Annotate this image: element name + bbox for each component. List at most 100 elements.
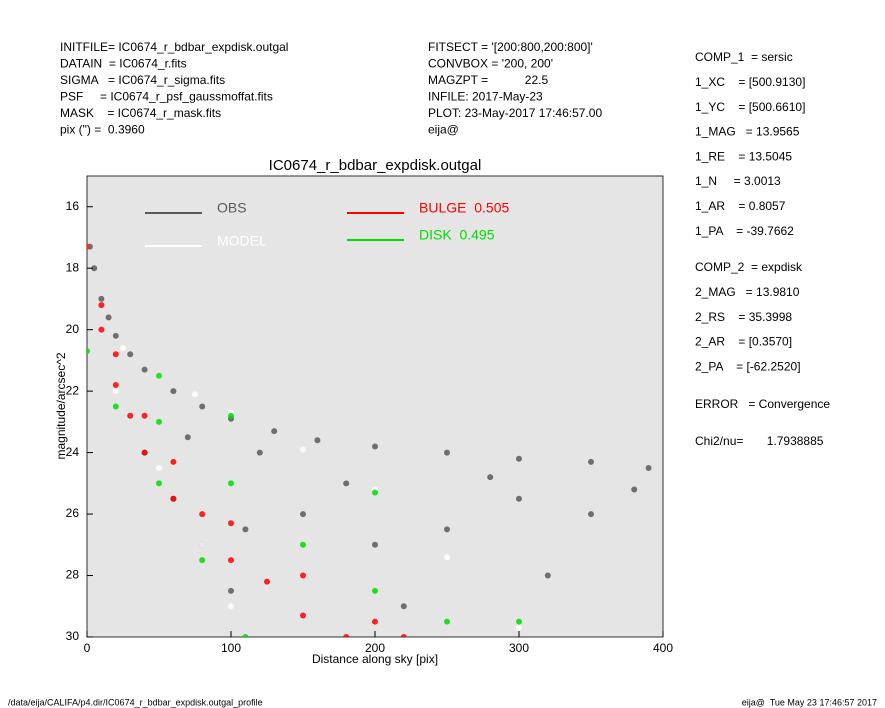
- point: [343, 480, 350, 487]
- panel-line: 1_YC = [500.6610]: [695, 100, 805, 114]
- point: [170, 458, 177, 465]
- header-line: MAGZPT = 22.5: [428, 73, 548, 87]
- point: [228, 587, 234, 594]
- point: [170, 388, 177, 395]
- point: [199, 541, 206, 548]
- header-line: PLOT: 23-May-2017 17:46:57.00: [428, 106, 602, 120]
- point: [264, 578, 270, 585]
- y-tick-label: 24: [66, 445, 80, 459]
- point: [487, 474, 494, 481]
- point: [141, 449, 148, 456]
- point: [98, 302, 105, 309]
- data-layer: [87, 243, 652, 637]
- point: [400, 634, 407, 637]
- x-tick-label: 100: [221, 641, 241, 655]
- legend-label: OBS: [217, 200, 247, 216]
- y-tick-label: 26: [66, 506, 80, 520]
- point: [516, 624, 522, 631]
- header-line: PSF = IC0674_r_psf_gaussmoffat.fits: [60, 90, 273, 104]
- point: [271, 428, 278, 435]
- point: [300, 541, 306, 548]
- point: [228, 412, 234, 419]
- point: [156, 464, 162, 471]
- point: [105, 314, 112, 321]
- panel-line: 1_N = 3.0013: [695, 174, 781, 188]
- footer-right: eija@ Tue May 23 17:46:57 2017: [742, 697, 877, 707]
- y-tick-label: 22: [66, 383, 80, 397]
- point: [300, 446, 306, 453]
- point: [300, 572, 306, 579]
- legend-label: DISK 0.495: [419, 227, 495, 243]
- point: [544, 572, 551, 579]
- point: [192, 391, 198, 398]
- point: [444, 618, 450, 625]
- header-line: CONVBOX = '200, 200': [428, 57, 553, 71]
- point: [372, 618, 378, 625]
- point: [300, 511, 306, 518]
- point: [228, 480, 234, 487]
- panel-line: 1_AR = 0.8057: [695, 199, 786, 213]
- y-tick-label: 18: [66, 260, 80, 274]
- point: [228, 557, 234, 564]
- point: [87, 348, 90, 355]
- header-line: MASK = IC0674_r_mask.fits: [60, 106, 221, 120]
- point: [631, 486, 638, 493]
- panel-line: 2_MAG = 13.9810: [695, 285, 800, 299]
- x-tick-label: 300: [509, 641, 529, 655]
- point: [199, 557, 206, 564]
- point: [199, 511, 206, 518]
- point: [184, 434, 191, 441]
- point: [141, 366, 148, 373]
- point: [91, 265, 98, 272]
- point: [141, 412, 148, 419]
- point: [112, 332, 119, 339]
- chi2-text: Chi2/nu= 1.7938885: [695, 434, 824, 448]
- header-line: INFILE: 2017-May-23: [428, 90, 543, 104]
- point: [372, 489, 378, 496]
- panel-line: 2_PA = [-62.2520]: [695, 359, 801, 373]
- point: [156, 372, 162, 379]
- point: [256, 449, 263, 456]
- point: [588, 458, 594, 465]
- point: [127, 351, 134, 358]
- panel-line: 1_PA = -39.7662: [695, 224, 794, 238]
- footer-left: /data/eija/CALIFA/p4.dir/IC0674_r_bdbar_…: [8, 697, 263, 707]
- point: [372, 443, 378, 450]
- error-text: ERROR = Convergence: [695, 397, 830, 411]
- point: [242, 634, 249, 637]
- panel-line: 2_AR = [0.3570]: [695, 335, 792, 349]
- y-tick-label: 28: [66, 568, 80, 582]
- point: [112, 351, 119, 358]
- point: [127, 412, 134, 419]
- point: [242, 526, 249, 533]
- panel-line: 1_XC = [500.9130]: [695, 75, 805, 89]
- point: [516, 618, 522, 625]
- point: [156, 418, 162, 425]
- point: [228, 520, 234, 527]
- point: [516, 495, 522, 502]
- point: [588, 511, 594, 518]
- header-line: INITFILE= IC0674_r_bdbar_expdisk.outgal: [60, 40, 288, 54]
- x-tick-label: 0: [84, 641, 91, 655]
- point: [444, 554, 450, 561]
- point: [156, 480, 162, 487]
- legend-label: BULGE 0.505: [419, 200, 509, 216]
- panel-line: COMP_1 = sersic: [695, 50, 793, 64]
- point: [170, 495, 177, 502]
- x-tick-label: 400: [653, 641, 673, 655]
- point: [98, 326, 105, 333]
- point: [516, 455, 522, 462]
- panel-line: 1_RE = 13.5045: [695, 149, 792, 163]
- point: [98, 295, 105, 302]
- point: [314, 437, 321, 444]
- panel-line: COMP_2 = expdisk: [695, 260, 803, 274]
- point: [400, 603, 407, 610]
- header-line: DATAIN = IC0674_r.fits: [60, 57, 187, 71]
- y-tick-label: 20: [66, 322, 80, 336]
- point: [645, 464, 652, 471]
- y-axis-label: magnitude/arcsec^2: [54, 352, 68, 459]
- point: [112, 403, 119, 410]
- point: [112, 388, 119, 395]
